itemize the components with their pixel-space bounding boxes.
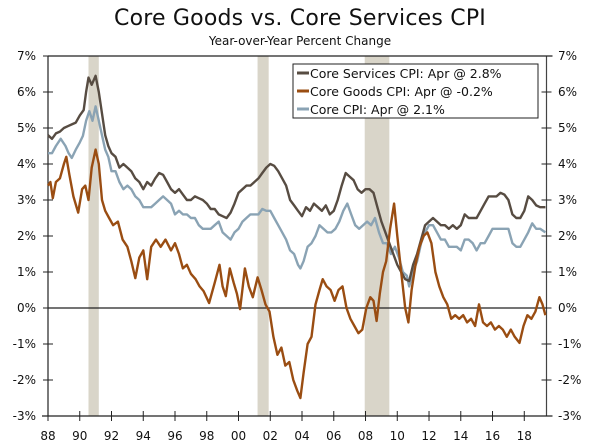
series-core-cpi [48,105,547,288]
x-tick-label: 16 [485,429,500,443]
y-tick-label-right: -2% [558,373,581,387]
x-tick-label: 08 [358,429,373,443]
x-tick-label: 94 [136,429,151,443]
y-tick-label-left: -3% [13,409,36,423]
axes: 7% 7% 6% 6% 5% 5% 4% 4% 3% 3% 2% 2% 1% 1% 0% 0% -1% -1% -2… [13,49,582,443]
chart-subtitle: Year-over-Year Percent Change [208,34,392,48]
y-tick-label-right: 4% [558,157,577,171]
legend-box [292,63,539,119]
chart-title: Core Goods vs. Core Services CPI [114,6,486,31]
y-tick-label-right: 3% [558,193,577,207]
y-tick-label-right: 5% [558,121,577,135]
legend: Core Services CPI: Apr @ 2.8% Core Goods… [292,63,539,119]
legend-label-services: Core Services CPI: Apr @ 2.8% [310,66,502,81]
y-tick-label-left: 2% [17,229,36,243]
y-tick-label-left: 0% [17,301,36,315]
y-tick-label-left: -1% [13,337,36,351]
y-tick-label-right: 0% [558,301,577,315]
y-tick-label-right: 2% [558,229,577,243]
y-tick-label-left: 5% [17,121,36,135]
y-tick-label-right: -1% [558,337,581,351]
x-tick-label: 88 [40,429,55,443]
x-tick-label: 00 [231,429,246,443]
x-tick-label: 98 [199,429,214,443]
y-tick-label-right: 7% [558,49,577,63]
y-tick-label-left: 4% [17,157,36,171]
y-tick-label-left: 7% [17,49,36,63]
series-core-services [47,74,546,283]
x-tick-label: 04 [294,429,309,443]
x-tick-label: 10 [390,429,405,443]
y-tick-label-right: -3% [558,409,581,423]
x-tick-label: 02 [263,429,278,443]
y-tick-label-left: 6% [17,85,36,99]
series-lines [47,74,547,400]
y-tick-label-left: -2% [13,373,36,387]
x-tick-label: 12 [421,429,436,443]
y-tick-label-left: 3% [17,193,36,207]
x-tick-label: 14 [453,429,468,443]
legend-label-core: Core CPI: Apr @ 2.1% [310,102,445,117]
x-tick-label: 96 [167,429,182,443]
y-tick-label-right: 6% [558,85,577,99]
x-tick-label: 90 [72,429,87,443]
x-tick-label: 18 [517,429,532,443]
series-core-goods [47,148,547,400]
recession-band-0 [88,56,99,416]
x-tick-label: 06 [326,429,341,443]
legend-label-goods: Core Goods CPI: Apr @ -0.2% [310,84,493,99]
x-tick-label: 92 [104,429,119,443]
y-tick-label-right: 1% [558,265,577,279]
y-tick-label-left: 1% [17,265,36,279]
recession-band-1 [257,56,269,416]
